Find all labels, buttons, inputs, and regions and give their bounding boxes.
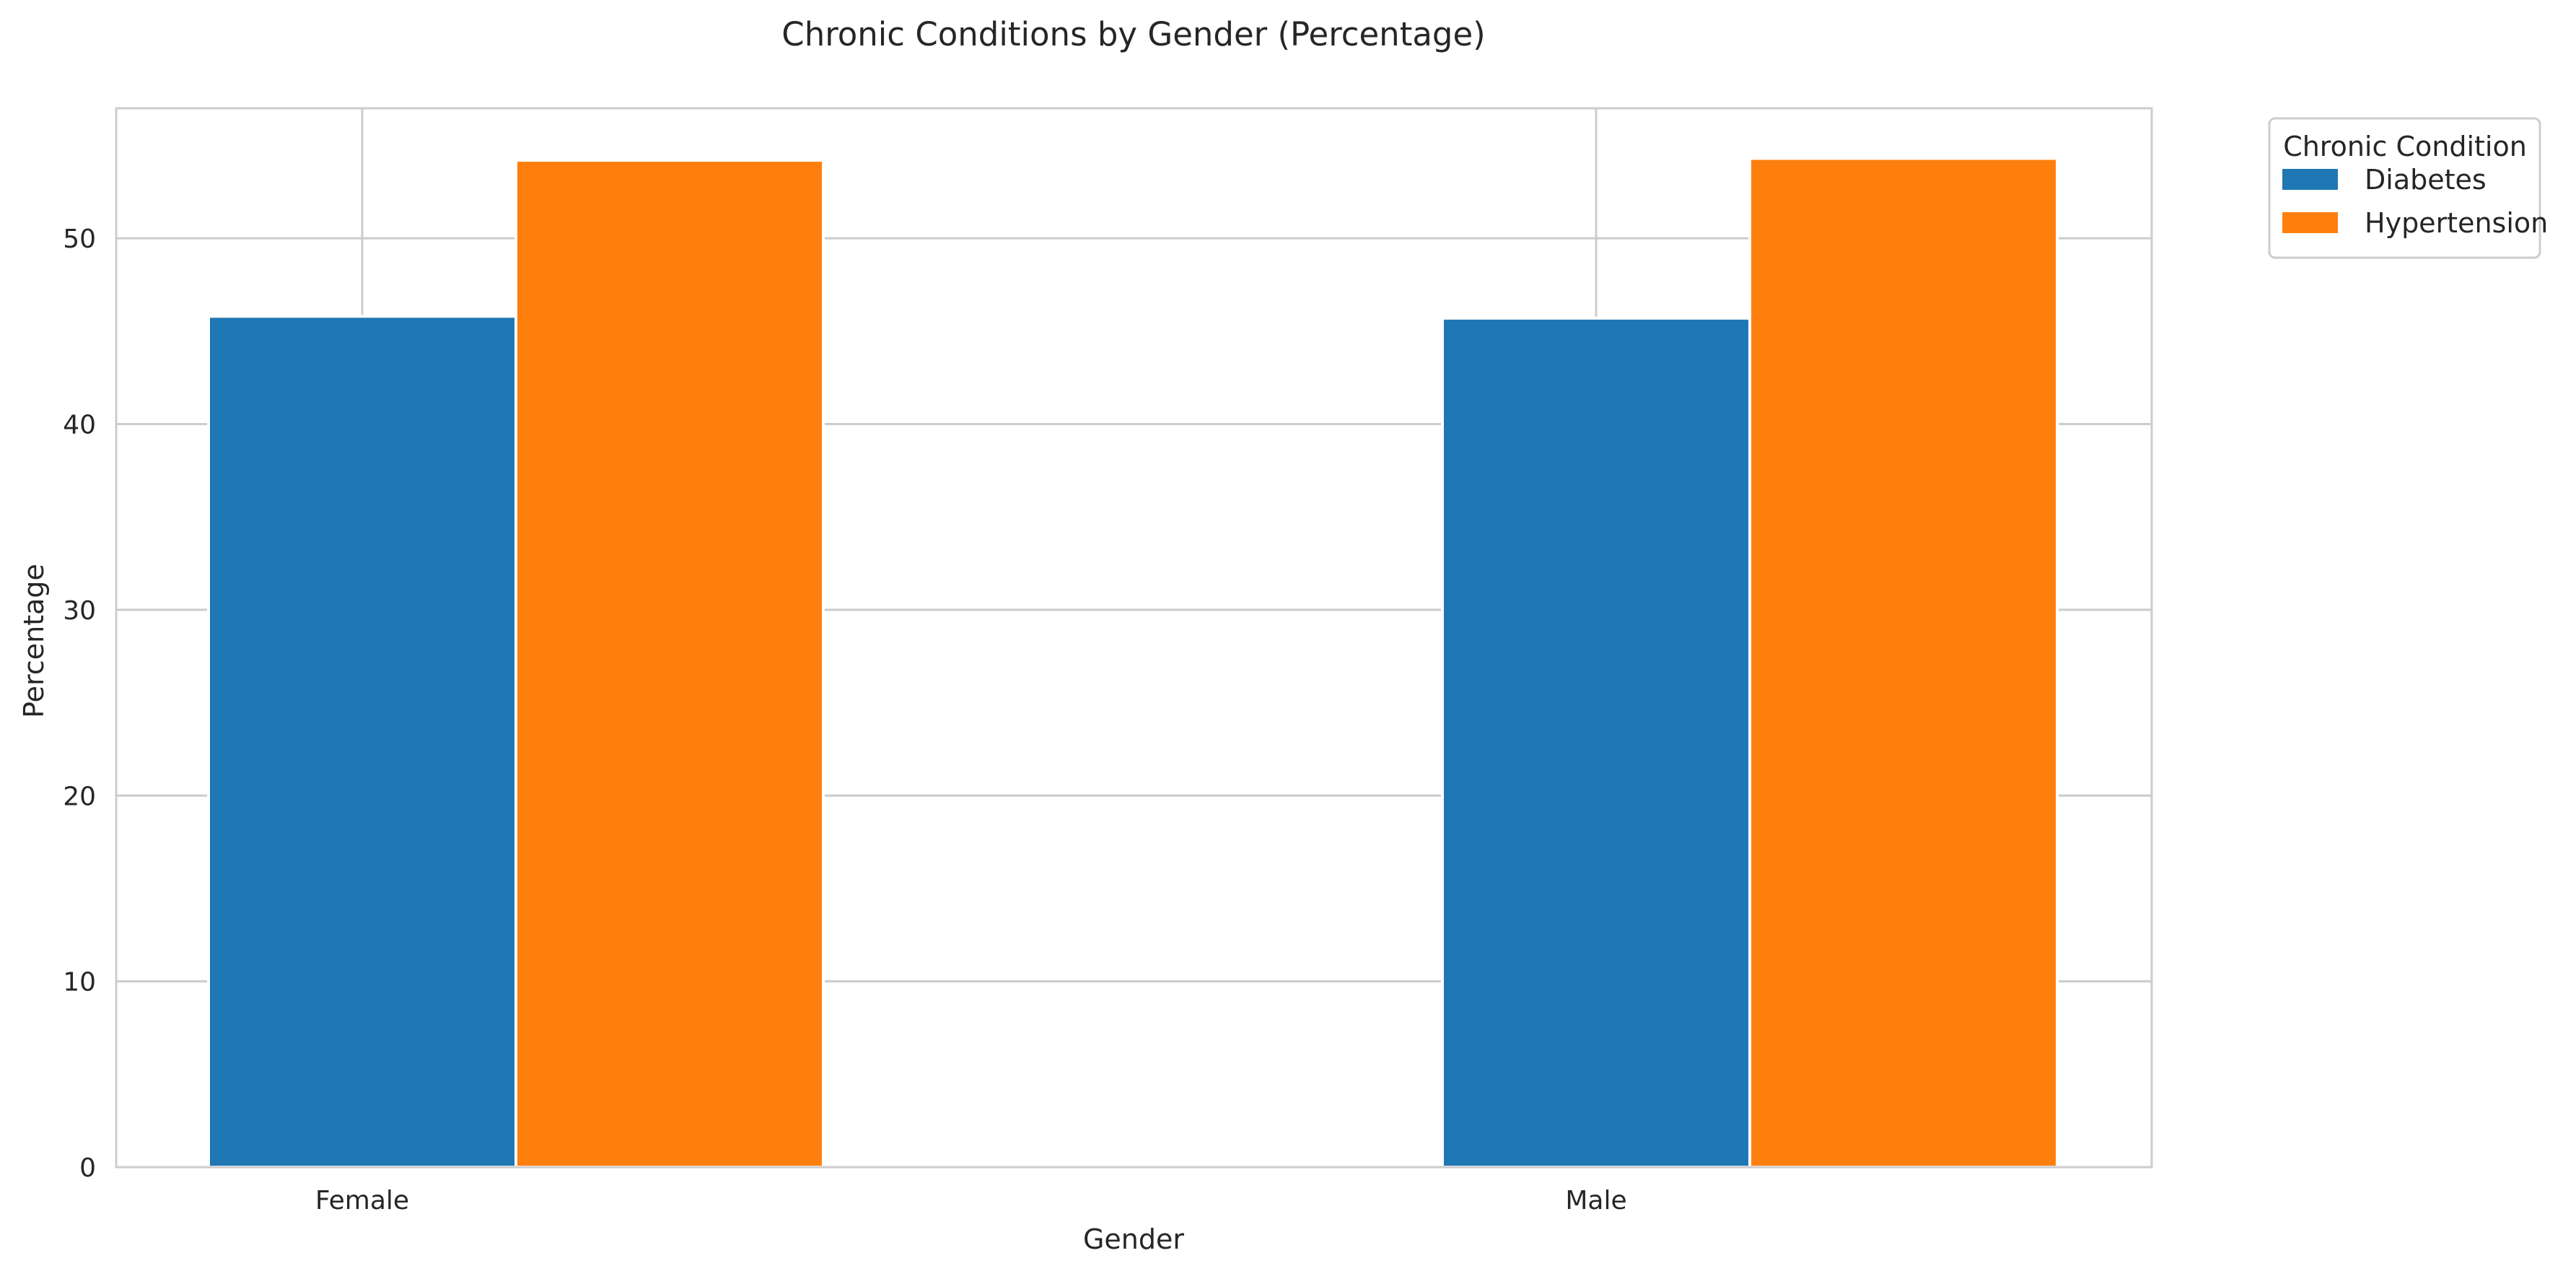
legend-label-hypertension: Hypertension [2365,207,2548,239]
legend: Chronic Condition Diabetes Hypertension [2268,117,2548,259]
legend-title: Chronic Condition [2283,131,2527,162]
y-tick-label: 40 [63,411,96,440]
x-tick-label: Male [1565,1186,1626,1215]
bar-diabetes-male [1441,316,1751,1169]
y-axis-label: Percentage [18,564,50,718]
y-axis-ticks: 0 10 20 30 40 50 [63,224,96,1183]
bar-hypertension-female [514,159,825,1169]
bar-diabetes-female [207,315,517,1169]
x-axis-label: Gender [1083,1223,1184,1255]
bar-hypertension-male [1748,157,2059,1169]
bars [207,157,2059,1169]
y-tick-label: 10 [63,968,96,998]
legend-swatch-hypertension [2282,212,2338,233]
legend-items: Diabetes Hypertension [2282,164,2548,239]
y-tick-label: 30 [63,596,96,626]
y-tick-label: 20 [63,782,96,811]
y-tick-label: 0 [79,1153,96,1183]
x-axis-ticks: Female Male [315,1186,1627,1215]
legend-label-diabetes: Diabetes [2365,164,2487,196]
chart-title: Chronic Conditions by Gender (Percentage… [781,15,1485,53]
legend-swatch-diabetes [2282,169,2338,190]
plot-frame [115,107,2153,1169]
y-tick-label: 50 [63,224,96,254]
x-tick-label: Female [315,1186,409,1215]
